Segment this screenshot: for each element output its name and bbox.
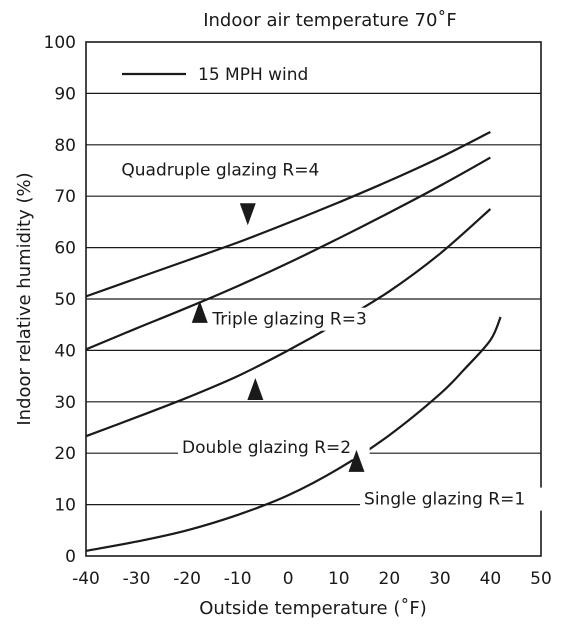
- x-tick-label: -40: [72, 569, 100, 589]
- series-line-3: [85, 208, 492, 438]
- x-tick-label: 40: [480, 569, 502, 589]
- x-tick-label: 30: [429, 569, 451, 589]
- series-annotation: Double glazing R=2: [182, 438, 351, 458]
- y-tick-label: 10: [54, 496, 76, 516]
- y-tick-label: 100: [44, 33, 76, 53]
- series-line-4: [85, 316, 502, 552]
- legend: 15 MPH wind: [122, 65, 308, 85]
- y-tick-label: 20: [54, 444, 76, 464]
- series-line-2: [85, 156, 491, 351]
- y-tick-label: 90: [54, 84, 76, 104]
- x-tick-label: -30: [123, 569, 151, 589]
- arrow-down-icon: [239, 203, 256, 226]
- series-annotation: Single glazing R=1: [364, 490, 525, 510]
- annotation-backdrop: [117, 158, 340, 182]
- x-tick-label: -10: [224, 569, 252, 589]
- arrow-up-icon: [348, 449, 365, 472]
- series-line-1: [85, 131, 491, 298]
- x-tick-label: 10: [328, 569, 350, 589]
- x-tick-label: 50: [530, 569, 552, 589]
- annotations: Quadruple glazing R=4 Triple glazing R=3 D…: [117, 158, 552, 511]
- y-tick-label: 60: [54, 239, 76, 259]
- y-tick-label: 80: [54, 136, 76, 156]
- arrow-markers: [191, 203, 365, 472]
- arrow-up-icon: [247, 377, 264, 400]
- x-tick-label: 0: [283, 569, 294, 589]
- y-tick-label: 40: [54, 341, 76, 361]
- gridlines: [86, 92, 541, 506]
- y-axis-label: Indoor relative humidity (%): [14, 172, 35, 425]
- x-tick-label: -20: [173, 569, 201, 589]
- y-tick-label: 50: [54, 290, 76, 310]
- legend-label: 15 MPH wind: [198, 65, 308, 85]
- annotation-backdrop: [178, 436, 370, 460]
- x-axis-label: Outside temperature (˚F): [199, 598, 427, 619]
- y-tick-label: 30: [54, 393, 76, 413]
- x-tick-labels: -40 -30 -20 -10 0 10 20 30 40 50: [72, 569, 552, 589]
- y-tick-label: 70: [54, 187, 76, 207]
- series-annotation: Triple glazing R=3: [211, 310, 366, 330]
- series-group: [85, 131, 502, 552]
- arrow-up-icon: [191, 300, 208, 323]
- series-annotation: Quadruple glazing R=4: [121, 161, 319, 181]
- y-tick-labels: 0 10 20 30 40 50 60 70 80 90 100: [44, 33, 76, 567]
- chart-title: Indoor air temperature 70˚F: [203, 10, 457, 31]
- y-tick-label: 0: [65, 547, 76, 567]
- x-tick-label: 20: [379, 569, 401, 589]
- annotation-backdrop: [360, 487, 552, 511]
- plot-frame: [85, 41, 542, 557]
- annotation-backdrop: [208, 307, 400, 331]
